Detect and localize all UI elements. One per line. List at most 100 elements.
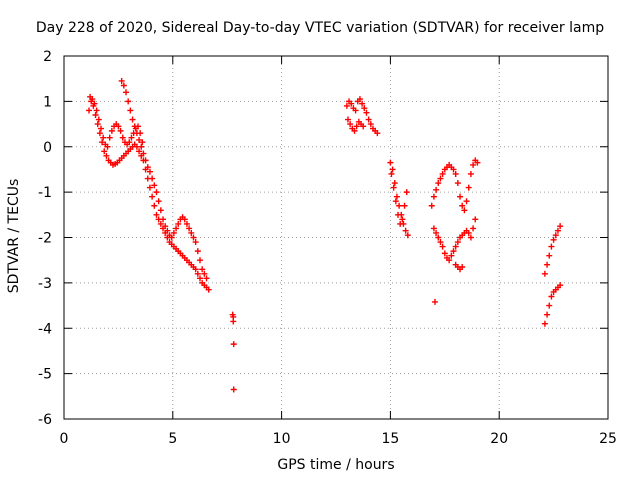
data-point	[388, 170, 395, 177]
data-point	[139, 139, 146, 146]
data-point	[363, 109, 370, 116]
data-point	[91, 100, 98, 107]
data-point	[404, 232, 411, 239]
data-point	[361, 105, 368, 112]
data-point	[97, 125, 104, 132]
y-tick-label: 1	[43, 94, 52, 110]
grid	[64, 56, 608, 419]
x-axis-label: GPS time / hours	[277, 457, 395, 473]
data-point	[347, 121, 354, 128]
data-point	[104, 143, 111, 150]
data-point	[94, 121, 101, 128]
data-point	[157, 220, 164, 227]
data-point	[197, 275, 203, 282]
data-point	[89, 96, 96, 103]
x-tick-label: 15	[381, 431, 399, 447]
data-point	[170, 229, 177, 236]
data-point	[95, 116, 102, 123]
data-point	[452, 243, 459, 250]
data-point	[396, 202, 403, 209]
data-point	[432, 298, 439, 305]
data-point	[101, 148, 108, 155]
data-point	[430, 225, 437, 232]
data-point	[439, 170, 446, 177]
data-point	[463, 198, 470, 205]
data-point	[395, 211, 402, 218]
data-point	[457, 193, 464, 200]
data-point	[541, 270, 548, 277]
data-point	[188, 229, 195, 236]
data-point	[470, 161, 477, 168]
data-point	[142, 157, 149, 164]
y-tick-label: -1	[38, 185, 52, 201]
data-point	[201, 270, 208, 277]
data-point	[119, 134, 126, 141]
data-point	[435, 234, 442, 241]
data-point	[393, 193, 400, 200]
data-point	[402, 227, 409, 234]
data-point	[472, 216, 479, 223]
data-point	[120, 82, 127, 89]
data-point	[367, 121, 374, 128]
data-point	[389, 166, 396, 173]
data-point	[348, 100, 355, 107]
data-point	[160, 216, 167, 223]
data-point	[430, 193, 437, 200]
data-point	[140, 150, 147, 157]
data-point	[128, 134, 135, 141]
data-point	[390, 184, 397, 191]
data-point	[203, 275, 210, 282]
data-point	[126, 139, 133, 146]
data-point	[352, 107, 359, 114]
data-point	[168, 234, 175, 241]
data-point	[470, 225, 477, 232]
data-point	[353, 123, 360, 130]
x-tick-label: 10	[273, 431, 291, 447]
data-point	[125, 98, 132, 105]
data-point	[374, 130, 381, 137]
data-point	[399, 216, 406, 223]
data-point	[552, 232, 559, 239]
data-point	[149, 175, 156, 182]
x-tick-label: 25	[599, 431, 617, 447]
data-point	[230, 386, 237, 393]
data-point	[186, 225, 193, 232]
data-point	[157, 207, 164, 214]
data-point	[557, 282, 564, 289]
data-point	[129, 116, 136, 123]
data-point	[103, 152, 110, 159]
data-point	[181, 216, 188, 223]
x-tick-label: 5	[168, 431, 177, 447]
data-point	[153, 189, 160, 196]
data-point	[151, 182, 158, 189]
data-point	[401, 202, 408, 209]
data-point	[92, 111, 99, 118]
chart-title: Day 228 of 2020, Sidereal Day-to-day VTE…	[35, 20, 605, 36]
data-point	[461, 207, 468, 214]
data-point	[115, 123, 122, 130]
data-point	[96, 130, 103, 137]
data-point	[190, 234, 197, 241]
data-point	[106, 134, 113, 141]
data-point	[467, 170, 474, 177]
data-point	[164, 227, 171, 234]
data-point	[465, 229, 472, 236]
data-point	[554, 227, 561, 234]
data-point	[151, 202, 158, 209]
data-point	[86, 107, 93, 114]
data-point	[391, 180, 398, 187]
data-point	[183, 220, 190, 227]
data-point	[343, 102, 350, 109]
data-point	[205, 286, 212, 293]
data-point	[439, 243, 446, 250]
data-point	[127, 107, 134, 114]
data-point	[397, 220, 404, 227]
data-point	[548, 243, 555, 250]
data-point	[546, 252, 553, 259]
data-point	[100, 134, 107, 141]
y-tick-label: 2	[43, 49, 52, 65]
data-point	[435, 180, 442, 187]
data-point	[450, 248, 457, 255]
